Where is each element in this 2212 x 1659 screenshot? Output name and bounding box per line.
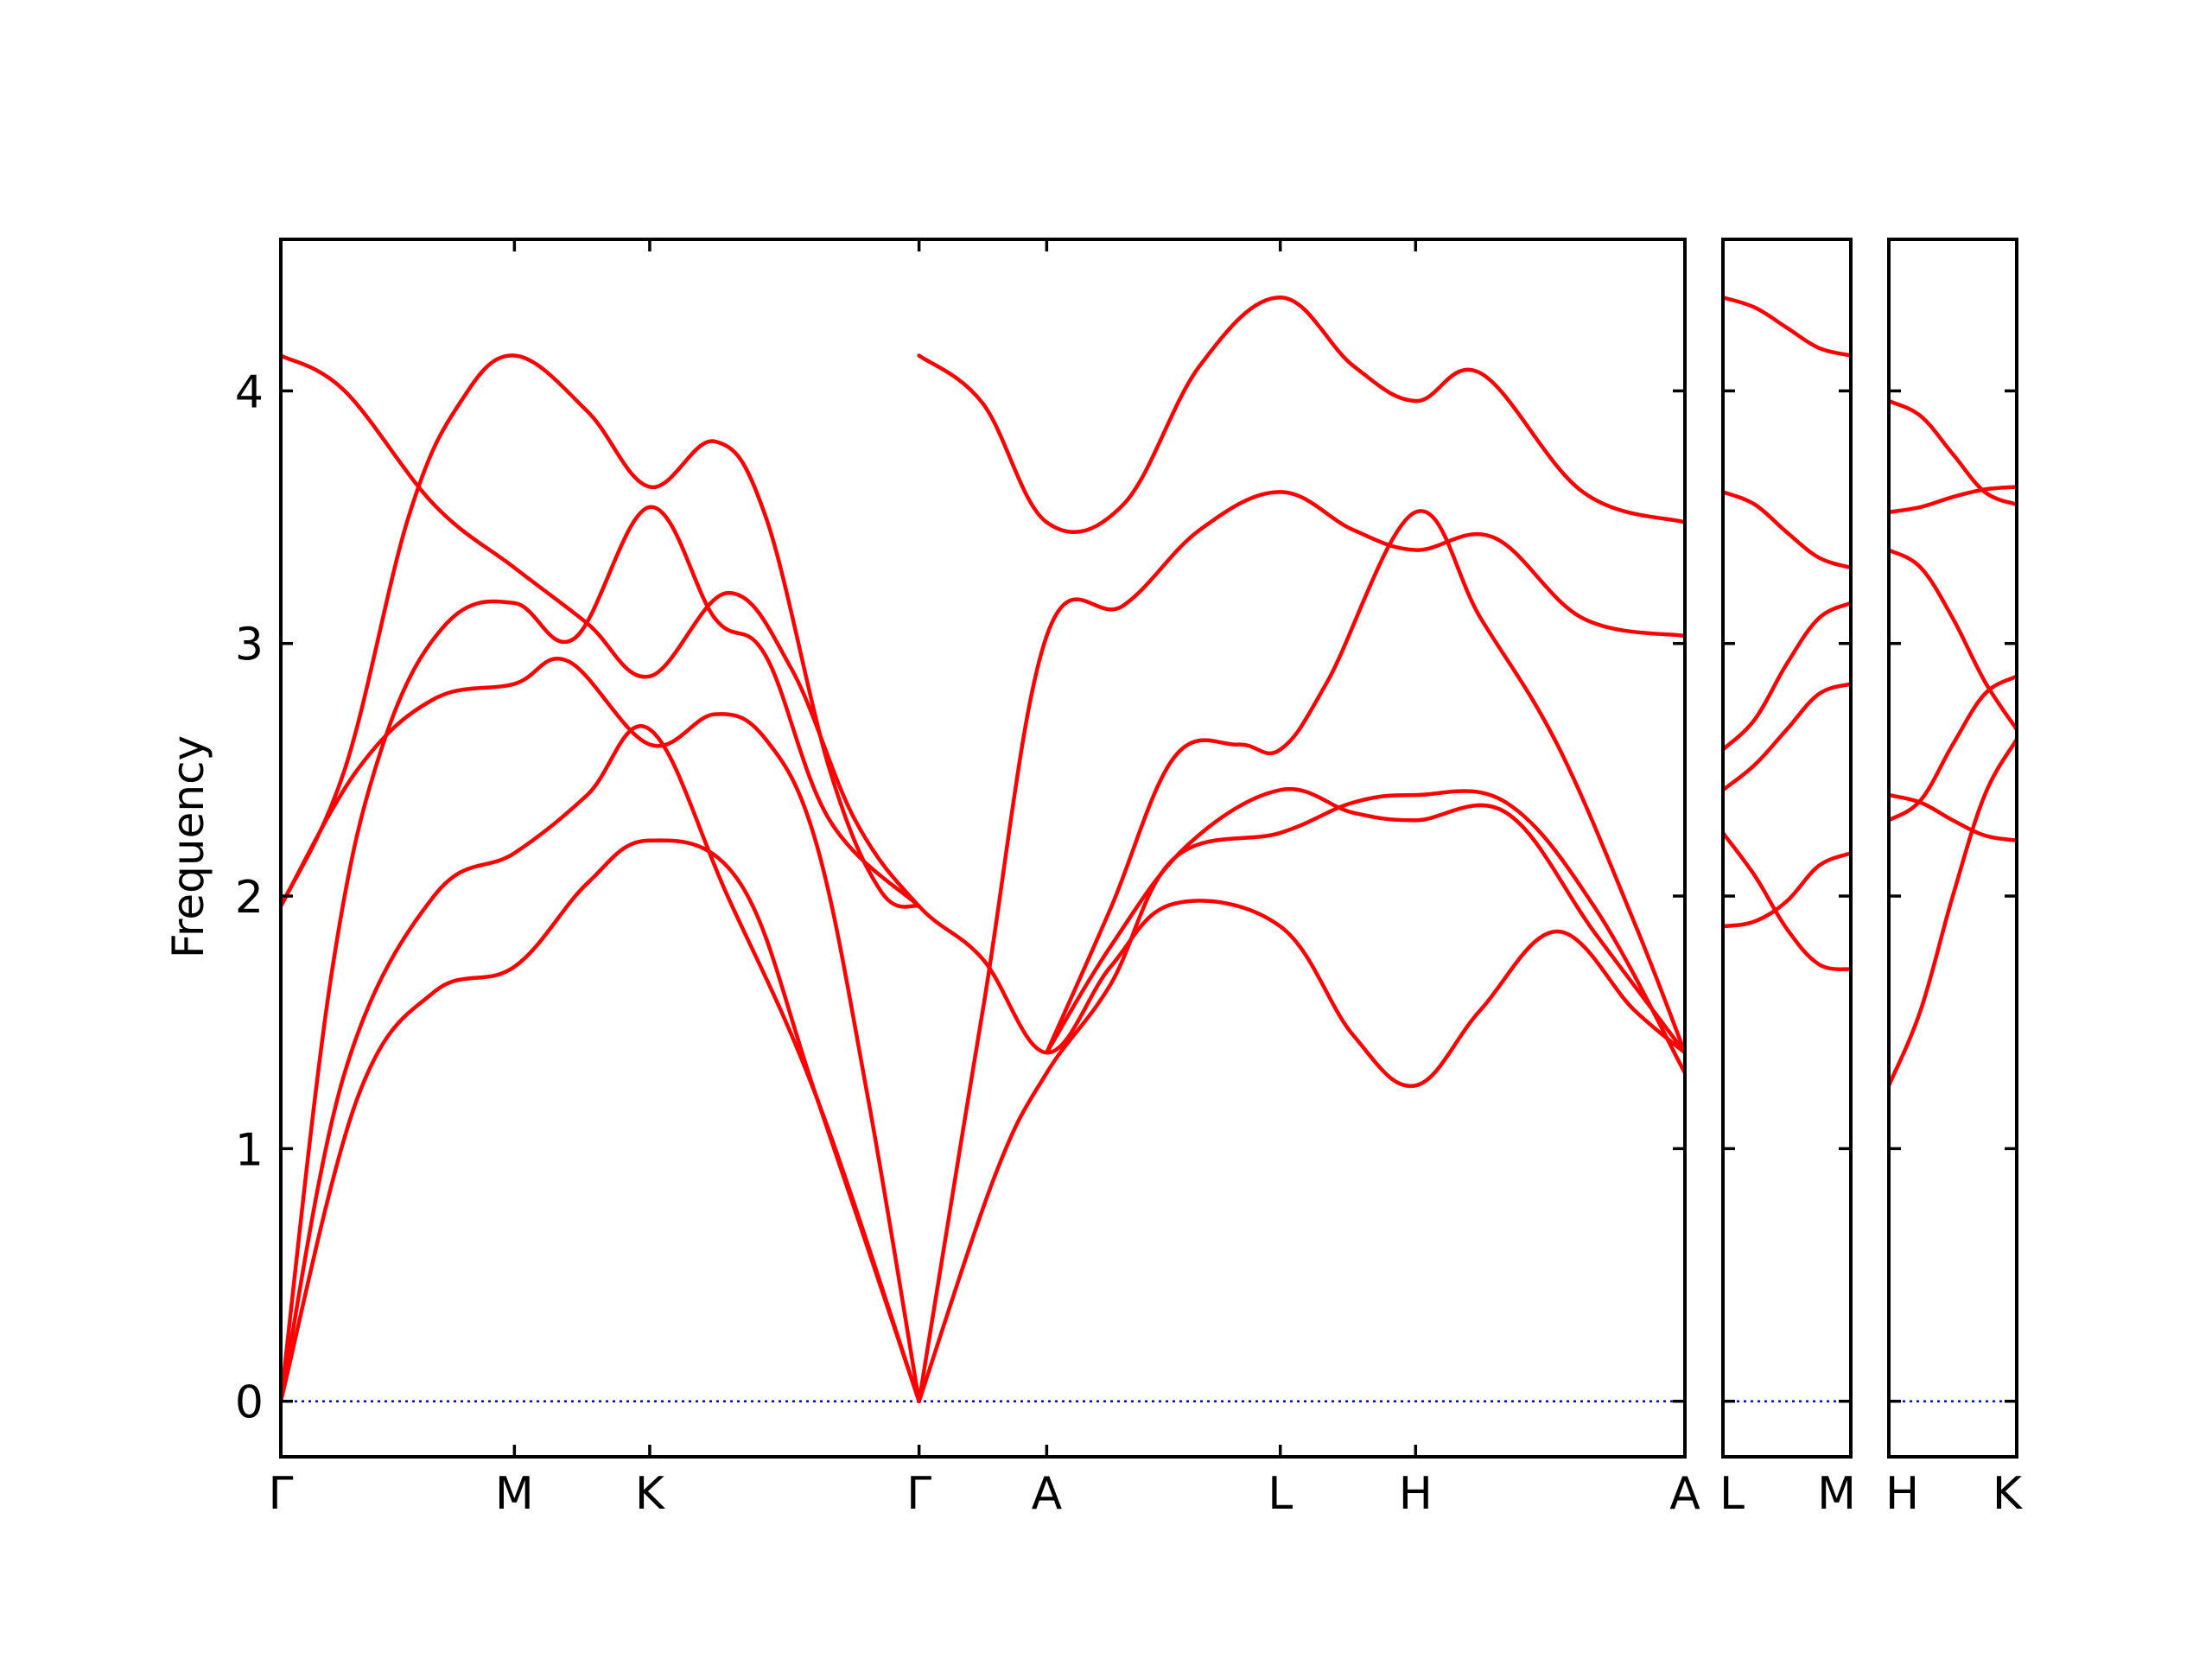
- x-tick-label: L: [1268, 1468, 1293, 1520]
- band-line-6: [1723, 851, 1851, 929]
- band-line-1: [1723, 295, 1851, 358]
- band-line-10: [1045, 786, 1685, 1055]
- x-tick-label: H: [1399, 1468, 1433, 1520]
- axis-frame: [1721, 238, 1853, 1459]
- y-axis-label: Frequency: [163, 735, 213, 958]
- axis-frame: [1887, 238, 2018, 1459]
- axis-frame: [279, 238, 1687, 1459]
- band-line-5: [281, 838, 921, 1403]
- band-line-8: [917, 490, 1685, 1403]
- band-line-3: [1889, 548, 2017, 732]
- band-line-4: [281, 724, 921, 1403]
- y-tick-label: 4: [235, 366, 264, 418]
- band-group: [1889, 398, 2017, 1088]
- panel-main: Γ M K Γ A L H A 0 1 2 3 4: [235, 238, 1700, 1520]
- y-tick-label: 1: [235, 1124, 264, 1176]
- x-tick-label: M: [495, 1468, 534, 1520]
- band-line-4: [1723, 682, 1851, 792]
- y-tick-label: 2: [235, 872, 264, 924]
- band-line-5: [1889, 674, 2017, 823]
- band-line-6: [281, 505, 921, 1403]
- y-tick-label: 0: [235, 1377, 264, 1429]
- band-line-3: [1723, 601, 1851, 752]
- band-line-2: [1889, 485, 2017, 514]
- band-line-1: [281, 353, 1685, 1089]
- x-tick-label: K: [635, 1468, 666, 1520]
- y-tick-label: 3: [235, 620, 264, 671]
- band-group: [281, 295, 1685, 1403]
- x-tick-label: Γ: [906, 1468, 931, 1520]
- band-group: [1723, 295, 1851, 972]
- x-tick-label: L: [1719, 1468, 1745, 1520]
- band-line-9: [917, 789, 1685, 1403]
- x-tick-label: Γ: [269, 1468, 294, 1520]
- band-line-2: [1723, 490, 1851, 570]
- band-line-4: [1889, 792, 2017, 842]
- band-line-2: [281, 657, 921, 1403]
- x-tick-label: A: [1669, 1468, 1700, 1520]
- band-line-11: [1045, 509, 1685, 1055]
- x-tick-label: K: [1993, 1468, 2024, 1520]
- x-tick-label: M: [1817, 1468, 1856, 1520]
- x-tick-label: A: [1032, 1468, 1063, 1520]
- band-line-6: [1889, 737, 2017, 1088]
- band-line-3: [281, 353, 921, 909]
- band-line-7: [917, 295, 1685, 535]
- band-line-1: [1889, 398, 2017, 507]
- x-tick-label: H: [1885, 1468, 1919, 1520]
- band-line-5: [1723, 830, 1851, 972]
